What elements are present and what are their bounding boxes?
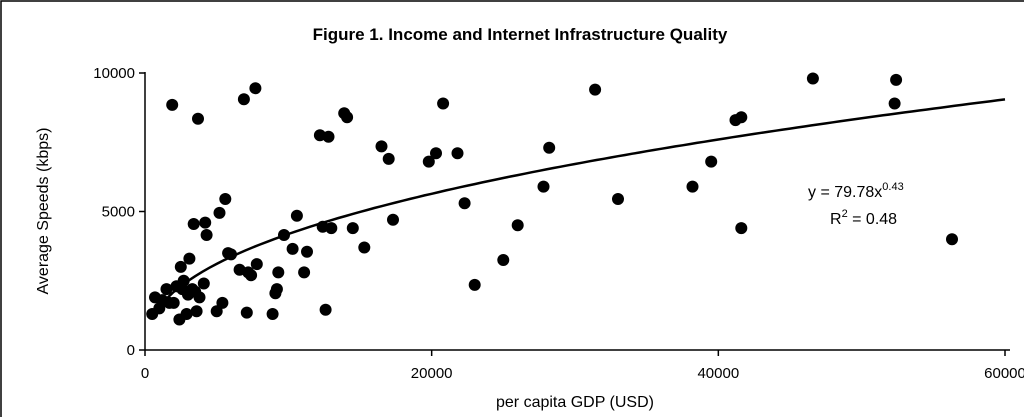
data-point bbox=[240, 306, 253, 319]
data-point bbox=[806, 72, 819, 85]
data-point bbox=[225, 248, 237, 261]
data-point bbox=[497, 254, 510, 266]
data-point bbox=[197, 277, 210, 290]
data-point bbox=[387, 213, 399, 226]
data-point bbox=[346, 222, 359, 235]
data-point bbox=[735, 222, 748, 235]
data-point bbox=[213, 206, 226, 219]
data-point bbox=[187, 218, 200, 230]
data-point bbox=[250, 258, 263, 271]
y-tick-label: 10000 bbox=[93, 65, 135, 82]
data-point bbox=[286, 242, 299, 255]
data-point bbox=[301, 245, 313, 258]
data-point bbox=[325, 222, 338, 235]
data-point bbox=[192, 112, 204, 125]
data-point bbox=[249, 82, 262, 95]
data-point bbox=[319, 303, 332, 316]
data-point bbox=[199, 216, 212, 229]
data-point bbox=[589, 83, 602, 96]
r2-exponent: 2 bbox=[842, 208, 848, 220]
data-point bbox=[183, 252, 196, 265]
data-point bbox=[193, 291, 206, 304]
y-axis-label: Average Speeds (kbps) bbox=[35, 128, 52, 295]
x-tick-label: 40000 bbox=[697, 365, 739, 382]
equation-exponent: 0.43 bbox=[882, 181, 903, 193]
trendline bbox=[165, 98, 1006, 300]
data-point bbox=[888, 97, 901, 110]
ticks: 0 5000 10000 0 20000 40000 60000 bbox=[93, 65, 1024, 382]
chart-title: Figure 1. Income and Internet Infrastruc… bbox=[313, 25, 728, 44]
data-point bbox=[437, 97, 450, 110]
equation-base: y = 79.78x bbox=[808, 184, 882, 201]
x-tick-label: 60000 bbox=[984, 365, 1024, 382]
data-points bbox=[146, 72, 958, 326]
r2-value: = 0.48 bbox=[848, 211, 897, 228]
data-point bbox=[543, 141, 556, 154]
x-tick-label: 0 bbox=[141, 365, 149, 382]
data-point bbox=[890, 73, 903, 86]
data-point bbox=[430, 147, 442, 160]
data-point bbox=[511, 219, 524, 232]
data-point bbox=[322, 130, 335, 143]
y-tick-label: 5000 bbox=[102, 204, 135, 221]
data-point bbox=[270, 283, 283, 296]
data-point bbox=[278, 229, 290, 241]
data-point bbox=[735, 111, 748, 124]
data-point bbox=[190, 305, 203, 318]
data-point bbox=[177, 274, 190, 287]
data-point bbox=[180, 308, 193, 320]
data-point bbox=[272, 266, 285, 279]
data-point bbox=[245, 269, 258, 282]
data-point bbox=[200, 229, 213, 241]
data-point bbox=[705, 155, 718, 168]
r-squared-label: R2 = 0.48 bbox=[830, 208, 897, 228]
x-tick-label: 20000 bbox=[411, 365, 453, 382]
data-point bbox=[451, 147, 464, 160]
data-point bbox=[422, 155, 435, 168]
data-point bbox=[612, 193, 624, 205]
y-tick-label: 0 bbox=[127, 342, 135, 359]
data-point bbox=[266, 308, 279, 320]
data-point bbox=[946, 233, 958, 246]
data-point bbox=[298, 266, 311, 279]
data-point bbox=[382, 152, 395, 165]
data-point bbox=[686, 180, 699, 193]
x-axis-label: per capita GDP (USD) bbox=[496, 394, 654, 411]
data-point bbox=[174, 260, 187, 273]
data-point bbox=[290, 209, 303, 222]
data-point bbox=[160, 283, 173, 296]
r2-base: R bbox=[830, 211, 842, 228]
data-point bbox=[166, 98, 179, 111]
data-point bbox=[468, 278, 481, 291]
data-point bbox=[537, 180, 550, 193]
data-point bbox=[219, 193, 232, 205]
data-point bbox=[341, 111, 354, 124]
data-point bbox=[216, 296, 229, 309]
trendline-equation: y = 79.78x0.43 bbox=[808, 181, 904, 201]
data-point bbox=[358, 241, 371, 254]
data-point bbox=[167, 296, 180, 309]
data-point bbox=[458, 197, 471, 210]
data-point bbox=[237, 93, 250, 106]
data-point bbox=[375, 140, 388, 153]
